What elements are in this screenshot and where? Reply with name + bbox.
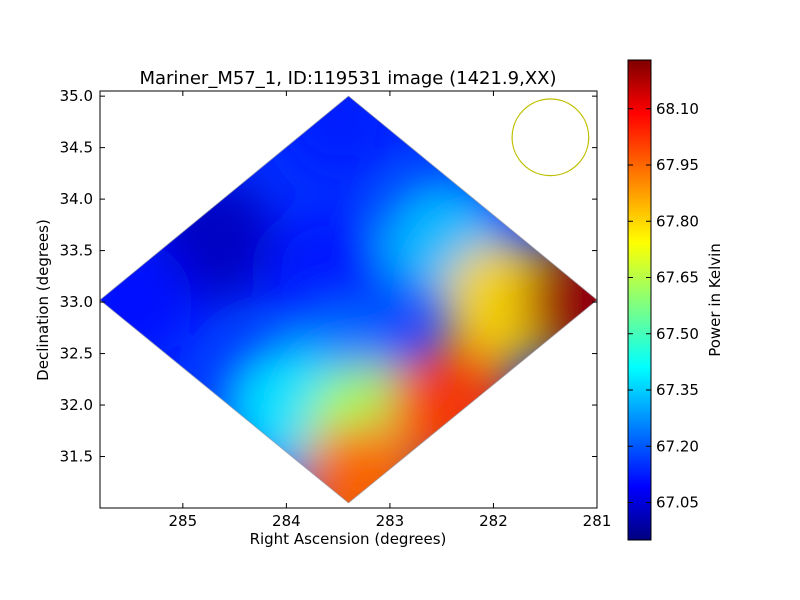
map-edge (99, 95, 598, 504)
colorbar-tick-label: 67.35 (656, 381, 699, 399)
y-tick-label: 34.5 (60, 139, 93, 157)
x-tick-label: 284 (272, 512, 301, 530)
heatmap-sample (296, 425, 421, 503)
y-tick-label: 32.0 (60, 396, 93, 414)
colorbar-tick-label: 67.20 (656, 437, 699, 455)
chart-title: Mariner_M57_1, ID:119531 image (1421.9,X… (139, 68, 556, 89)
x-tick-label: 285 (169, 512, 198, 530)
heatmap-sample (276, 96, 401, 179)
heatmap-blobs (100, 96, 597, 503)
colorbar-tick-label: 67.50 (656, 325, 699, 343)
y-tick-label: 35.0 (60, 87, 93, 105)
colorbar-tick-label: 67.65 (656, 269, 699, 287)
x-tick-label: 283 (376, 512, 405, 530)
x-tick-label: 281 (583, 512, 612, 530)
y-tick-label: 34.0 (60, 190, 93, 208)
colorbar-tick-label: 67.05 (656, 494, 699, 512)
colorbar-tick-label: 67.95 (656, 156, 699, 174)
y-tick-label: 33.5 (60, 242, 93, 260)
colorbar-tick-label: 68.10 (656, 100, 699, 118)
x-axis: 285 284 283 282 281 (169, 91, 612, 530)
colorbar-ticks: 67.05 67.20 67.35 67.50 67.65 67.80 67.95 68.10 (628, 100, 699, 512)
y-axis-label: Declination (degrees) (34, 219, 52, 381)
beam-circle (511, 98, 590, 177)
y-tick-label: 32.5 (60, 345, 93, 363)
y-tick-label: 33.0 (60, 293, 93, 311)
x-axis-label: Right Ascension (degrees) (250, 530, 447, 548)
colorbar-tick-label: 67.80 (656, 212, 699, 230)
plot-title: Mariner_M57_1, ID:119531 image (1421.9,X… (139, 68, 556, 89)
heatmap-sample (524, 240, 597, 365)
x-tick-label: 282 (479, 512, 508, 530)
axes-frame (99, 90, 598, 509)
heatmap-sample (265, 209, 390, 334)
y-axis: 31.5 32.0 32.5 33.0 33.5 34.0 34.5 35.0 (60, 87, 597, 466)
colorbar-label: Power in Kelvin (706, 243, 724, 357)
y-tick-label: 31.5 (60, 448, 93, 466)
colorbar (627, 59, 652, 541)
